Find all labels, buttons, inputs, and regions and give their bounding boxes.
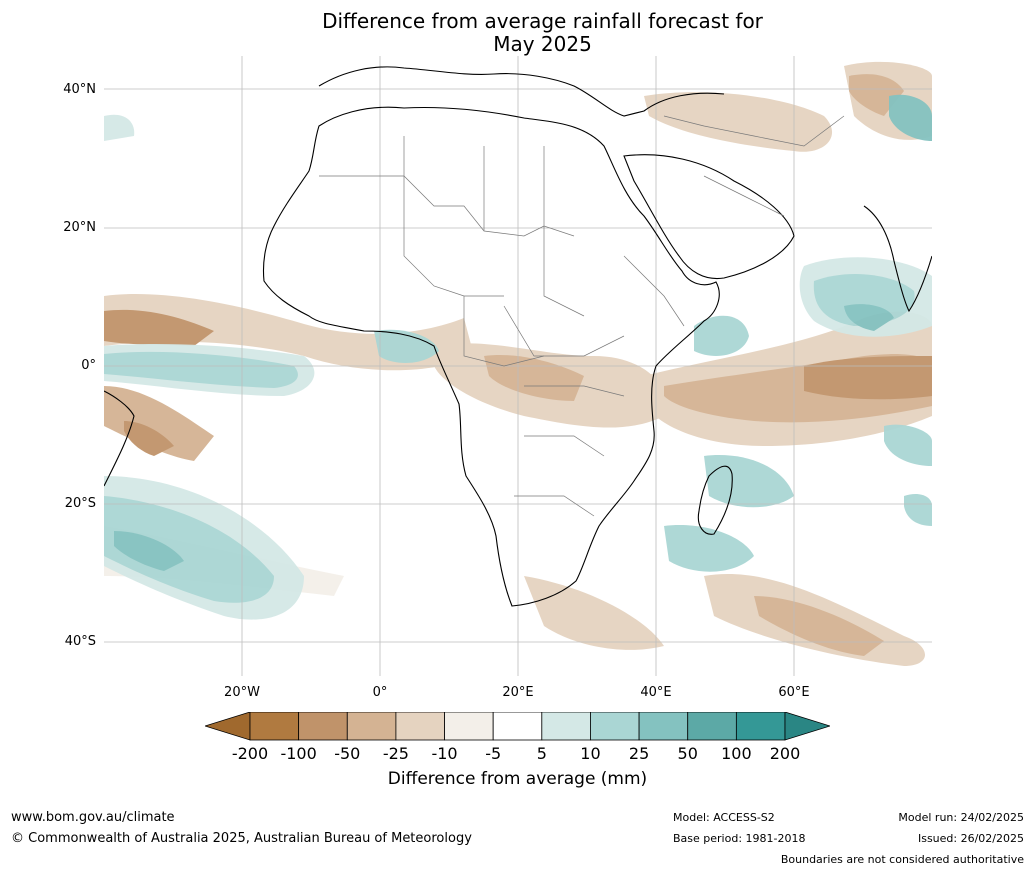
colorbar (203, 711, 832, 744)
colorbar-bin (590, 711, 640, 741)
colorbar-tick-label: 50 (677, 744, 698, 763)
lon-label-20w: 20°W (224, 685, 260, 700)
colorbar-label: Difference from average (mm) (387, 769, 648, 789)
footer-model-run: Model run: 24/02/2025 (898, 811, 1024, 824)
lon-label-40e: 40°E (640, 685, 672, 700)
country-borders (319, 115, 845, 517)
colorbar-tick-label: 5 (536, 744, 547, 763)
colorbar-tick-label: 25 (628, 744, 650, 763)
lon-label-20e: 20°E (502, 685, 534, 700)
arabian-peninsula-coastline (623, 154, 795, 280)
colorbar-tick-label: 10 (580, 744, 601, 763)
title-line-2: May 2025 (493, 32, 592, 56)
colorbar-bin (492, 711, 543, 741)
colorbar-bin (541, 711, 591, 741)
title-line-1: Difference from average rainfall forecas… (322, 9, 763, 33)
lat-label-20s: 20°S (64, 496, 96, 511)
lon-label-0: 0° (372, 685, 388, 700)
colorbar-tick-label: -5 (485, 744, 502, 763)
map-title: Difference from average rainfall forecas… (0, 10, 1035, 56)
colorbar-bin (249, 711, 300, 741)
colorbar-tick-label: 100 (721, 744, 752, 763)
colorbar-bin (346, 711, 397, 741)
lat-label-20n: 20°N (63, 220, 96, 235)
india-coastline (863, 205, 932, 313)
africa-coastline (262, 106, 720, 607)
colorbar-extend-high (784, 711, 832, 741)
south-america-coastline (104, 390, 135, 487)
colorbar-bin (395, 711, 445, 741)
lat-label-40s: 40°S (64, 634, 96, 649)
coastlines (104, 66, 932, 607)
lat-label-40n: 40°N (63, 82, 96, 97)
colorbar-tick-label: 200 (769, 744, 801, 763)
footer-model: Model: ACCESS-S2 (673, 811, 775, 824)
colorbar-bin (298, 711, 348, 741)
footer-issued: Issued: 26/02/2025 (917, 832, 1024, 845)
rainfall-anomaly-map (104, 56, 932, 676)
colorbar-extend-low (203, 711, 251, 741)
colorbar-tick-label: -100 (280, 744, 317, 763)
footer-url[interactable]: www.bom.gov.au/climate (11, 810, 175, 825)
colorbar-bin (687, 711, 737, 741)
colorbar-bin (735, 711, 786, 741)
europe-coastline (318, 66, 725, 117)
footer-base-period: Base period: 1981-2018 (673, 832, 806, 845)
colorbar-tick-label: -50 (334, 744, 361, 763)
lon-label-60e: 60°E (778, 685, 810, 700)
wet-anomaly-regions (104, 94, 932, 620)
colorbar-tick-label: -10 (431, 744, 458, 763)
footer-disclaimer: Boundaries are not considered authoritat… (780, 853, 1024, 866)
madagascar-coastline (697, 465, 733, 535)
colorbar-bin (638, 711, 689, 741)
colorbar-tick-label: -25 (382, 744, 409, 763)
footer-copyright: © Commonwealth of Australia 2025, Austra… (11, 831, 472, 846)
colorbar-bin (444, 711, 494, 741)
colorbar-tick-label: -200 (231, 744, 269, 763)
lat-label-equator: 0° (81, 358, 96, 373)
